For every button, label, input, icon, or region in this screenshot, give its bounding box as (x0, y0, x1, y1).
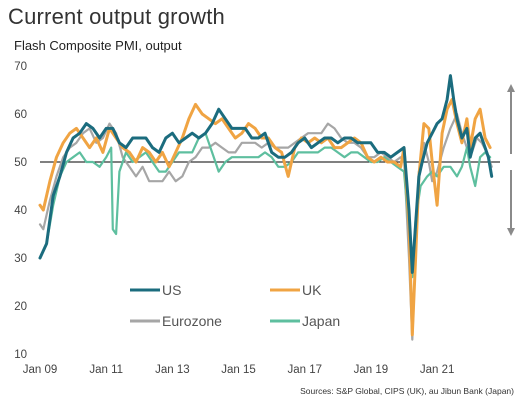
chart-title: Current output growth (8, 4, 225, 29)
legend-label-japan: Japan (302, 313, 340, 329)
legend-label-uk: UK (302, 282, 322, 298)
y-axis: 10 20 30 40 50 60 70 (14, 61, 27, 361)
x-tick-label: Jan 19 (354, 364, 389, 376)
source-note: Sources: S&P Global, CIPS (UK), au Jibun… (300, 386, 514, 396)
x-tick-label: Jan 11 (89, 364, 123, 376)
x-axis: Jan 09 Jan 11 Jan 13 Jan 15 Jan 17 Jan 19 Jan … (23, 364, 455, 376)
y-tick-label: 10 (14, 349, 27, 361)
chart-subtitle: Flash Composite PMI, output (14, 38, 182, 53)
y-tick-label: 40 (14, 205, 27, 217)
series-line-us (38, 74, 494, 274)
legend-label-eurozone: Eurozone (162, 313, 222, 329)
series-line-japan (38, 132, 492, 279)
legend-label-us: US (162, 282, 181, 298)
x-tick-label: Jan 15 (221, 364, 256, 376)
y-tick-label: 50 (14, 157, 27, 169)
series-line-eurozone (38, 112, 493, 341)
x-tick-label: Jan 09 (23, 364, 58, 376)
x-tick-label: Jan 13 (155, 364, 190, 376)
series-lines (38, 74, 494, 341)
x-tick-label: Jan 17 (287, 364, 322, 376)
y-tick-label: 20 (14, 301, 27, 313)
y-tick-label: 30 (14, 253, 27, 265)
x-tick-label: Jan 21 (420, 364, 455, 376)
y-tick-label: 70 (14, 61, 27, 73)
legend: US UK Eurozone Japan (130, 282, 340, 329)
y-tick-label: 60 (14, 109, 27, 121)
